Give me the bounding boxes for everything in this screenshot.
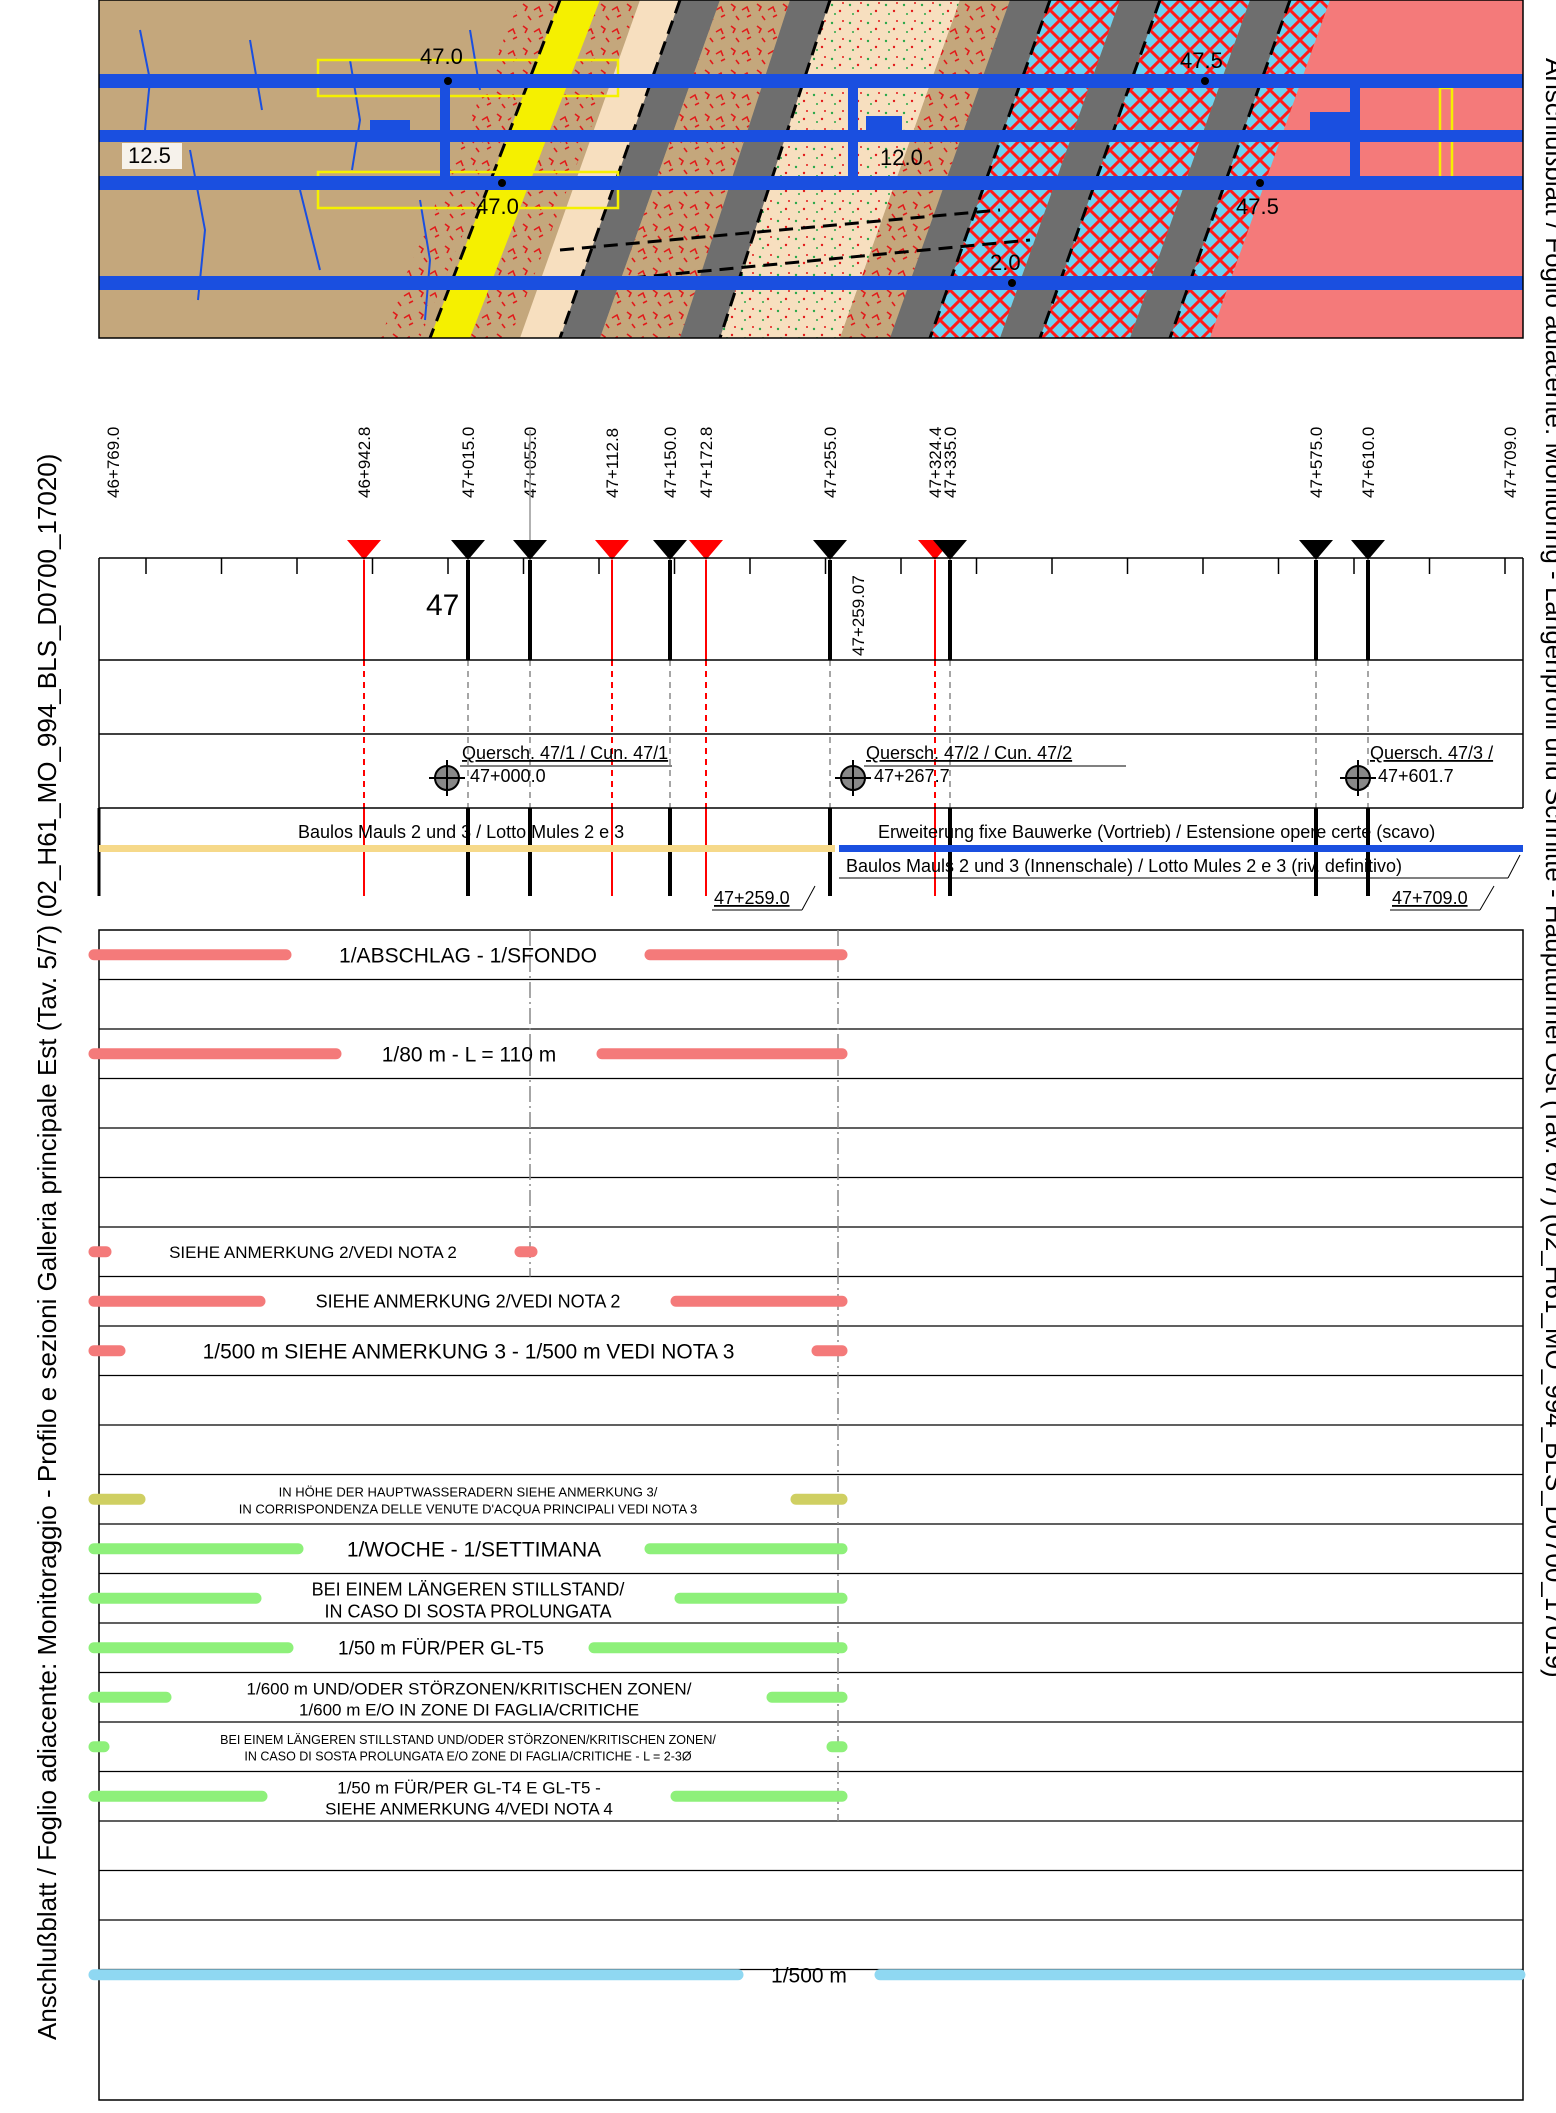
- station-label-11: 47+575.0: [1307, 427, 1326, 498]
- geo-label-right-b: 47.5: [1236, 194, 1279, 219]
- lot-left-label: Baulos Mauls 2 und 3 / Lotto Mules 2 e 3: [298, 822, 624, 842]
- scale-ticks: [145, 558, 1506, 574]
- lot-km-a: 47+259.0: [714, 888, 790, 908]
- station-label-12: 47+610.0: [1359, 427, 1378, 498]
- row-18-label-2: SIEHE ANMERKUNG 4/VEDI NOTA 4: [325, 1799, 613, 1818]
- cross-passage-2-km: 47+267.7: [874, 766, 950, 786]
- geo-label-left: 12.5: [128, 143, 171, 168]
- geology-frame: [98, 0, 1524, 339]
- cross-passage-1: Quersch. 47/1 / Cun. 47/1 47+000.0: [429, 743, 672, 796]
- station-label-5: 47+112.8: [603, 428, 622, 498]
- cross-passage-2: Quersch. 47/2 / Cun. 47/2 47+267.7: [835, 743, 1126, 796]
- cross-passage-3: Quersch. 47/3 / 47+601.7: [1340, 743, 1493, 796]
- row-3-label: 1/80 m - L = 110 m: [382, 1043, 557, 1066]
- lot-km-b: 47+709.0: [1392, 888, 1468, 908]
- survey-points: [444, 77, 1264, 287]
- monitoring-rows: 1/ABSCHLAG - 1/SFONDO 1/80 m - L = 110 m S…: [88, 944, 1526, 1987]
- cross-passage-2-name: Quersch. 47/2 / Cun. 47/2: [866, 743, 1072, 763]
- row-9-label: 1/500 m SIEHE ANMERKUNG 3 - 1/500 m VEDI…: [203, 1340, 735, 1363]
- station-label-7: 47+172.8: [697, 427, 716, 498]
- row-7-label: SIEHE ANMERKUNG 2/VEDI NOTA 2: [169, 1243, 457, 1262]
- cross-passage-1-km: 47+000.0: [470, 766, 546, 786]
- station-label-2: 46+942.8: [355, 427, 374, 498]
- station-marker-3: [451, 540, 485, 560]
- station-label-1: 46+769.0: [104, 427, 123, 498]
- lot-left-bar: [99, 845, 835, 852]
- station-marker-8: [813, 540, 847, 560]
- geology-label-plaques: [122, 143, 182, 169]
- row-12-label-2: IN CORRISPONDENZA DELLE VENUTE D'ACQUA P…: [239, 1501, 698, 1516]
- station-marker-12: [1351, 540, 1385, 560]
- row-18-label-1: 1/50 m FÜR/PER GL-T4 E GL-T5 -: [337, 1778, 601, 1797]
- lot-right-bar: [839, 845, 1523, 852]
- station-label-9: 47+324.4: [926, 427, 945, 498]
- upper-table: [97, 557, 1524, 896]
- cross-passage-1-name: Quersch. 47/1 / Cun. 47/1: [462, 743, 668, 763]
- row-17-label-1: BEI EINEM LÄNGEREN STILLSTAND UND/ODER S…: [220, 1733, 716, 1747]
- station-extra-label: 47+259.07: [849, 575, 868, 656]
- construction-lots: Baulos Mauls 2 und 3 / Lotto Mules 2 e 3…: [99, 822, 1523, 911]
- left-adjacent-sheet-title: Anschlußblatt / Foglio adiacente: Monito…: [32, 454, 62, 2040]
- station-marker-2: [347, 540, 381, 560]
- geo-label-top-a: 47.0: [420, 44, 463, 69]
- station-label-3: 47+015.0: [459, 427, 478, 498]
- station-marker-4: [513, 540, 547, 560]
- row-21-label: 1/500 m: [771, 1964, 847, 1987]
- station-marker-6: [653, 540, 687, 560]
- geo-label-mid-a: 47.0: [476, 194, 519, 219]
- geo-label-top-b: 47.5: [1180, 48, 1223, 73]
- monitoring-table: [98, 929, 1524, 2101]
- cross-passages: Quersch. 47/1 / Cun. 47/1 47+000.0 Quers…: [429, 743, 1493, 796]
- row-15-label: 1/50 m FÜR/PER GL-T5: [338, 1639, 544, 1660]
- row-14-label-1: BEI EINEM LÄNGEREN STILLSTAND/: [312, 1579, 625, 1599]
- row-1-label: 1/ABSCHLAG - 1/SFONDO: [339, 944, 597, 967]
- geo-label-bottom: 2.0: [990, 250, 1021, 275]
- station-marker-10: [933, 540, 967, 560]
- station-marker-7: [689, 540, 723, 560]
- km-label: 47: [426, 589, 459, 622]
- station-marker-11: [1299, 540, 1333, 560]
- right-adjacent-sheet-title: Anschlußblatt / Foglio adiacente: Monito…: [1540, 58, 1556, 1678]
- row-16-label-2: 1/600 m E/O IN ZONE DI FAGLIA/CRITICHE: [299, 1700, 639, 1719]
- cross-passage-3-km: 47+601.7: [1378, 766, 1454, 786]
- monitoring-frame: [98, 929, 1524, 2101]
- tunnel-axes: [99, 74, 1523, 290]
- row-16-label-1: 1/600 m UND/ODER STÖRZONEN/KRITISCHEN ZO…: [247, 1679, 692, 1698]
- geo-label-center: 12.0: [880, 145, 923, 170]
- lot-right-lower-label: Baulos Mauls 2 und 3 (Innenschale) / Lot…: [846, 856, 1402, 876]
- lot-right-upper-label: Erweiterung fixe Bauwerke (Vortrieb) / E…: [878, 822, 1435, 842]
- station-markers: [347, 540, 1385, 560]
- station-labels: 46+769.046+942.847+015.047+055.047+112.8…: [104, 427, 1520, 498]
- station-marker-5: [595, 540, 629, 560]
- row-12-label-1: IN HÖHE DER HAUPTWASSERADERN SIEHE ANMER…: [279, 1484, 658, 1499]
- row-17-label-2: IN CASO DI SOSTA PROLUNGATA E/O ZONE DI …: [244, 1749, 691, 1763]
- station-label-8: 47+255.0: [821, 427, 840, 498]
- row-14-label-2: IN CASO DI SOSTA PROLUNGATA: [324, 1601, 611, 1621]
- row-13-label: 1/WOCHE - 1/SETTIMANA: [347, 1538, 601, 1561]
- station-label-13: 47+709.0: [1501, 427, 1520, 498]
- station-label-10: 47+335.0: [941, 427, 960, 498]
- cross-passage-3-name: Quersch. 47/3 /: [1370, 743, 1493, 763]
- geology-section: 12.5 47.0 47.0 12.0 47.5 47.5 2.0: [98, 0, 1524, 339]
- row-8-label: SIEHE ANMERKUNG 2/VEDI NOTA 2: [316, 1292, 621, 1312]
- station-label-6: 47+150.0: [661, 427, 680, 498]
